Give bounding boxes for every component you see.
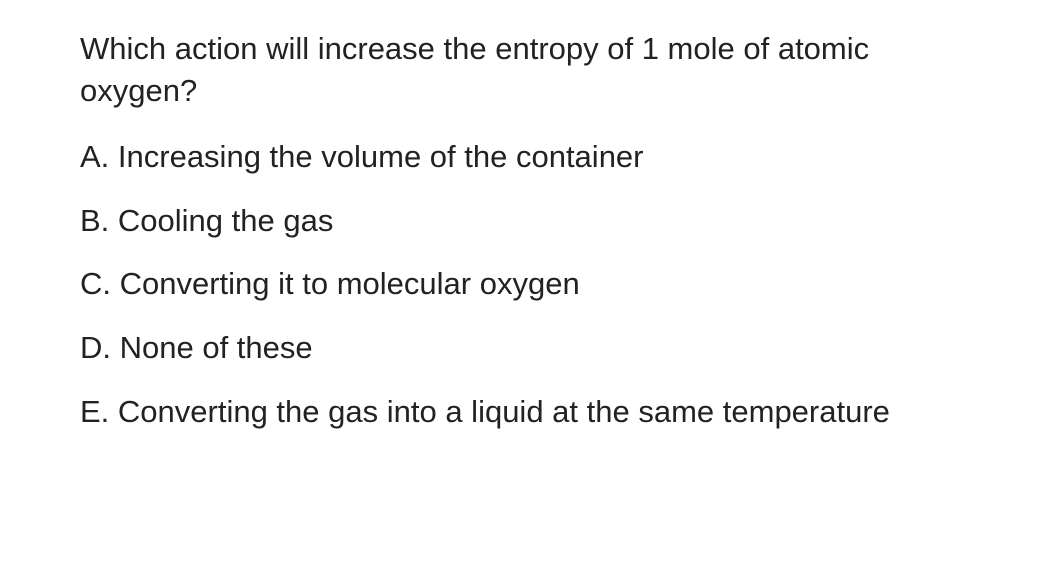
- option-b: B. Cooling the gas: [80, 200, 990, 242]
- question-text: Which action will increase the entropy o…: [80, 28, 990, 112]
- option-e: E. Converting the gas into a liquid at t…: [80, 391, 990, 433]
- option-a: A. Increasing the volume of the containe…: [80, 136, 990, 178]
- option-c: C. Converting it to molecular oxygen: [80, 263, 990, 305]
- option-d: D. None of these: [80, 327, 990, 369]
